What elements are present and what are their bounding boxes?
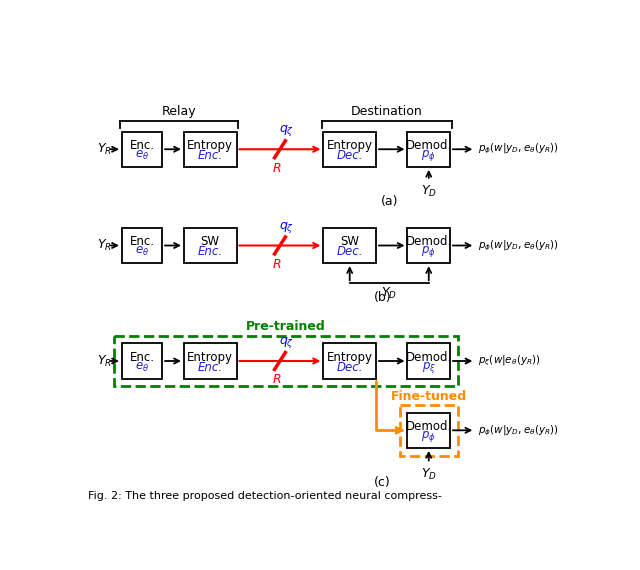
Text: (a): (a) [381,195,399,207]
Text: $p_\phi(w|y_D, e_\theta(y_R))$: $p_\phi(w|y_D, e_\theta(y_R))$ [477,142,559,156]
Bar [122,132,162,167]
Text: $R$: $R$ [272,161,282,174]
Bar [408,132,450,167]
Text: $q_\zeta$: $q_\zeta$ [278,124,294,139]
Bar [323,228,376,263]
Text: Dec.: Dec. [337,361,363,374]
Bar [114,336,458,386]
Text: Fig. 2: The three proposed detection-oriented neural compress-: Fig. 2: The three proposed detection-ori… [88,491,442,501]
Bar [122,343,162,378]
Text: $q_\zeta$: $q_\zeta$ [278,219,294,235]
Text: $R$: $R$ [272,373,282,386]
Text: $p_\xi(w|e_\theta(y_R))$: $p_\xi(w|e_\theta(y_R))$ [477,354,540,368]
Bar [400,405,458,455]
Text: Enc.: Enc. [129,139,154,152]
Text: Pre-trained: Pre-trained [246,320,326,333]
Text: Relay: Relay [162,105,196,117]
Text: $p_\phi(w|y_D, e_\theta(y_R))$: $p_\phi(w|y_D, e_\theta(y_R))$ [477,238,559,253]
Text: SW: SW [340,235,359,248]
Text: SW: SW [201,235,220,248]
Bar [408,413,450,448]
Text: Enc.: Enc. [198,245,223,258]
Bar [408,343,450,378]
Text: (b): (b) [373,291,391,304]
Text: $p_\phi$: $p_\phi$ [421,244,436,259]
Text: $p_\phi(w|y_D, e_\theta(y_R))$: $p_\phi(w|y_D, e_\theta(y_R))$ [477,423,559,438]
Text: $Y_R$: $Y_R$ [97,238,112,253]
Bar [122,228,162,263]
Text: $p_\phi$: $p_\phi$ [421,429,436,444]
Text: Demod.: Demod. [406,351,452,364]
Text: Destination: Destination [351,105,422,117]
Text: Entropy: Entropy [326,139,372,152]
Text: Enc.: Enc. [129,351,154,364]
Text: $e_\theta$: $e_\theta$ [135,149,149,162]
Text: Dec.: Dec. [337,149,363,162]
Text: Dec.: Dec. [337,245,363,258]
Bar [323,343,376,378]
Bar [184,343,237,378]
Text: Demod.: Demod. [406,235,452,248]
Text: $Y_D$: $Y_D$ [381,286,397,302]
Text: Enc.: Enc. [198,361,223,374]
Text: Entropy: Entropy [188,351,233,364]
Text: $Y_R$: $Y_R$ [97,353,112,369]
Text: Demod.: Demod. [406,139,452,152]
Text: $p_\phi$: $p_\phi$ [421,148,436,163]
Text: $e_\theta$: $e_\theta$ [135,245,149,258]
Text: Entropy: Entropy [326,351,372,364]
Text: $e_\theta$: $e_\theta$ [135,361,149,374]
Text: $Y_R$: $Y_R$ [97,142,112,157]
Text: Entropy: Entropy [188,139,233,152]
Bar [408,228,450,263]
Text: Demod.: Demod. [406,420,452,433]
Text: Enc.: Enc. [198,149,223,162]
Text: $Y_D$: $Y_D$ [420,184,436,199]
Text: $q_\zeta$: $q_\zeta$ [278,335,294,350]
Bar [184,132,237,167]
Bar [184,228,237,263]
Text: $R$: $R$ [272,258,282,271]
Text: Fine-tuned: Fine-tuned [390,389,467,402]
Text: $Y_D$: $Y_D$ [420,466,436,482]
Text: Enc.: Enc. [129,235,154,248]
Text: (c): (c) [374,476,390,488]
Bar [323,132,376,167]
Text: $p_\xi$: $p_\xi$ [422,360,436,374]
